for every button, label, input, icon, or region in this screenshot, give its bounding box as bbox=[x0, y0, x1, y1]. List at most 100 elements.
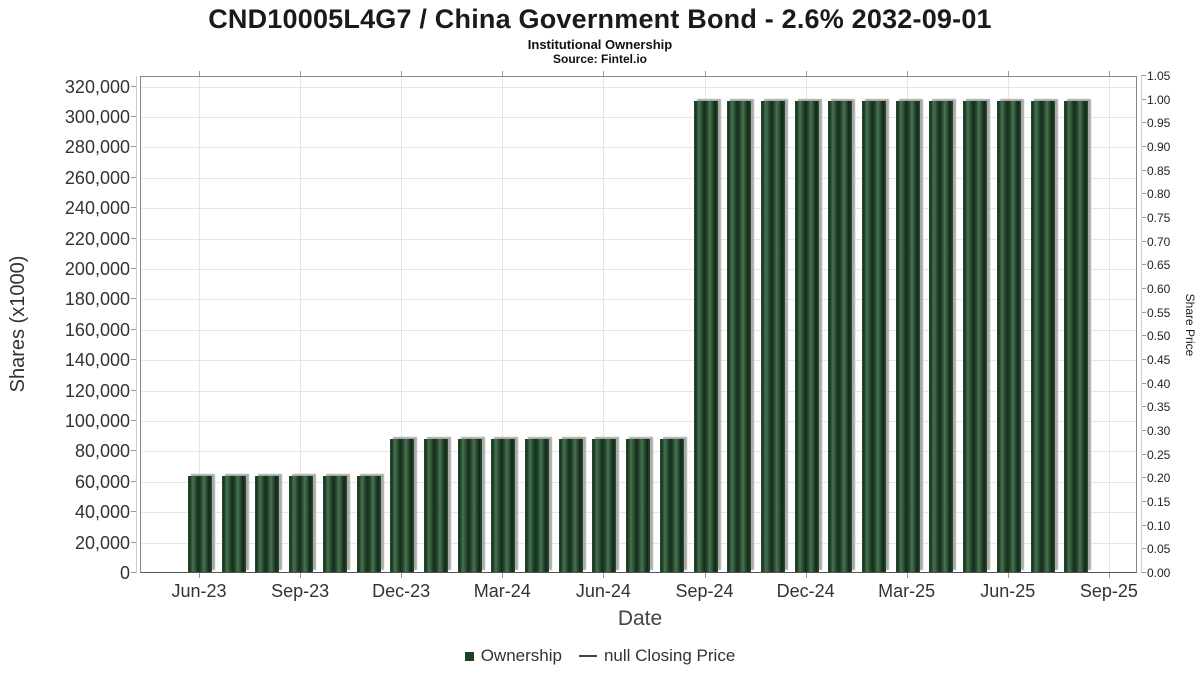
x-axis-tick bbox=[401, 573, 403, 578]
gridline-horizontal bbox=[141, 147, 1136, 149]
ownership-bar[interactable] bbox=[929, 100, 954, 572]
left-axis-tick bbox=[131, 420, 136, 421]
right-axis-tick bbox=[1141, 477, 1146, 479]
right-axis-tick-label: 0.80 bbox=[1147, 187, 1171, 202]
x-axis-top-tick bbox=[906, 71, 908, 76]
ownership-bar[interactable] bbox=[457, 439, 482, 572]
x-axis-tick-label: Sep-24 bbox=[675, 581, 734, 601]
ownership-bar[interactable] bbox=[828, 100, 853, 572]
left-axis-tick-label: 100,000 bbox=[64, 411, 130, 431]
gridline-horizontal bbox=[141, 269, 1136, 270]
ownership-bar[interactable] bbox=[289, 476, 314, 572]
gridline-vertical bbox=[300, 77, 302, 572]
ownership-bar[interactable] bbox=[996, 100, 1021, 572]
left-axis-tick-label: 120,000 bbox=[64, 380, 130, 401]
gridline-horizontal bbox=[141, 421, 1136, 422]
ownership-bar[interactable] bbox=[862, 100, 886, 572]
right-axis-tick-label: 0.85 bbox=[1147, 163, 1171, 178]
ownership-bar[interactable] bbox=[188, 476, 212, 572]
right-axis-tick bbox=[1141, 217, 1146, 218]
left-axis-tick bbox=[131, 359, 136, 361]
right-axis-tick bbox=[1141, 288, 1146, 289]
ownership-bar[interactable] bbox=[626, 439, 651, 572]
right-axis-tick bbox=[1141, 359, 1146, 360]
right-axis-tick bbox=[1141, 430, 1146, 431]
ownership-bar[interactable] bbox=[390, 439, 415, 572]
ownership-bar[interactable] bbox=[727, 100, 752, 572]
right-axis-tick-label: 0.65 bbox=[1147, 258, 1171, 273]
right-axis-tick-label: 0.20 bbox=[1147, 471, 1171, 486]
ownership-bar[interactable] bbox=[558, 439, 583, 572]
x-axis-tick-label: Jun-24 bbox=[575, 581, 631, 601]
chart-subtitle: Institutional Ownership bbox=[527, 37, 673, 52]
right-axis-tick bbox=[1141, 264, 1146, 266]
gridline-horizontal bbox=[141, 238, 1136, 240]
ownership-bar[interactable] bbox=[794, 100, 819, 572]
ownership-bar[interactable] bbox=[1030, 100, 1055, 572]
x-axis-top-tick bbox=[502, 71, 504, 76]
left-axis-tick bbox=[131, 237, 136, 239]
ownership-bar[interactable] bbox=[221, 476, 246, 572]
right-axis-tick bbox=[1141, 169, 1146, 171]
ownership-bar[interactable] bbox=[895, 100, 920, 572]
right-axis-tick bbox=[1141, 335, 1146, 337]
left-axis-tick-label: 140,000 bbox=[64, 350, 130, 371]
x-axis-tick-label: Mar-25 bbox=[878, 581, 936, 601]
closing-price-legend-marker-icon bbox=[578, 655, 597, 657]
right-axis-tick-label: 0.25 bbox=[1147, 447, 1171, 462]
ownership-bar[interactable] bbox=[1064, 100, 1089, 572]
right-axis-tick bbox=[1141, 98, 1146, 100]
right-axis-tick-label: 1.00 bbox=[1147, 92, 1171, 107]
left-axis-tick-label: 40,000 bbox=[74, 502, 130, 523]
right-axis-tick-label: 0.45 bbox=[1147, 353, 1171, 367]
left-axis-tick-label: 280,000 bbox=[64, 137, 130, 158]
x-axis-top-tick bbox=[300, 71, 302, 76]
ownership-bar[interactable] bbox=[760, 100, 785, 572]
gridline-vertical bbox=[603, 77, 605, 572]
gridline-horizontal bbox=[141, 360, 1136, 362]
x-axis-tick bbox=[906, 573, 908, 578]
ownership-bar[interactable] bbox=[693, 100, 718, 572]
gridline-horizontal bbox=[141, 117, 1136, 118]
ownership-bar[interactable] bbox=[322, 476, 347, 572]
right-axis-tick-label: 0.90 bbox=[1147, 140, 1171, 154]
left-axis-tick bbox=[131, 298, 136, 300]
right-axis-tick bbox=[1141, 406, 1146, 408]
left-axis-tick bbox=[131, 389, 136, 391]
right-axis-tick bbox=[1141, 501, 1146, 502]
ownership-bar[interactable] bbox=[491, 439, 516, 572]
gridline-horizontal bbox=[141, 329, 1136, 331]
gridline-vertical bbox=[199, 77, 200, 572]
left-axis-tick bbox=[131, 541, 136, 543]
x-axis-tick bbox=[300, 573, 302, 578]
chart-source: Source: Fintel.io bbox=[552, 52, 647, 66]
left-axis-tick bbox=[131, 146, 136, 148]
right-axis-tick-label: 0.30 bbox=[1147, 424, 1171, 438]
right-axis-tick-label: 1.05 bbox=[1147, 69, 1171, 83]
legend-item-ownership[interactable]: Ownership bbox=[480, 646, 562, 665]
right-axis-tick bbox=[1141, 548, 1146, 550]
right-axis-tick-label: 0.10 bbox=[1147, 518, 1171, 533]
left-axis-tick-label: 160,000 bbox=[64, 319, 130, 340]
right-axis-tick bbox=[1141, 193, 1146, 195]
ownership-bar[interactable] bbox=[423, 439, 448, 572]
right-axis-tick-label: 0.50 bbox=[1147, 329, 1171, 344]
left-axis-tick-label: 200,000 bbox=[64, 259, 130, 279]
ownership-bar[interactable] bbox=[255, 476, 280, 572]
left-axis-tick-label: 20,000 bbox=[74, 532, 130, 553]
ownership-bar[interactable] bbox=[592, 439, 617, 572]
ownership-bar[interactable] bbox=[659, 439, 684, 572]
legend-item-closing-price[interactable]: null Closing Price bbox=[603, 646, 736, 665]
x-axis-title: Date bbox=[617, 607, 663, 630]
ownership-bar[interactable] bbox=[356, 476, 381, 572]
ownership-bar[interactable] bbox=[525, 439, 549, 572]
ownership-bar[interactable] bbox=[963, 100, 988, 572]
left-axis-tick-label: 320,000 bbox=[64, 76, 130, 97]
right-axis-tick bbox=[1141, 240, 1146, 242]
left-axis-tick bbox=[131, 572, 136, 573]
x-axis-tick bbox=[603, 573, 605, 578]
x-axis-top-tick bbox=[199, 71, 200, 76]
left-axis-tick bbox=[131, 176, 136, 178]
gridline-horizontal bbox=[141, 177, 1136, 179]
gridline-vertical bbox=[502, 77, 504, 572]
